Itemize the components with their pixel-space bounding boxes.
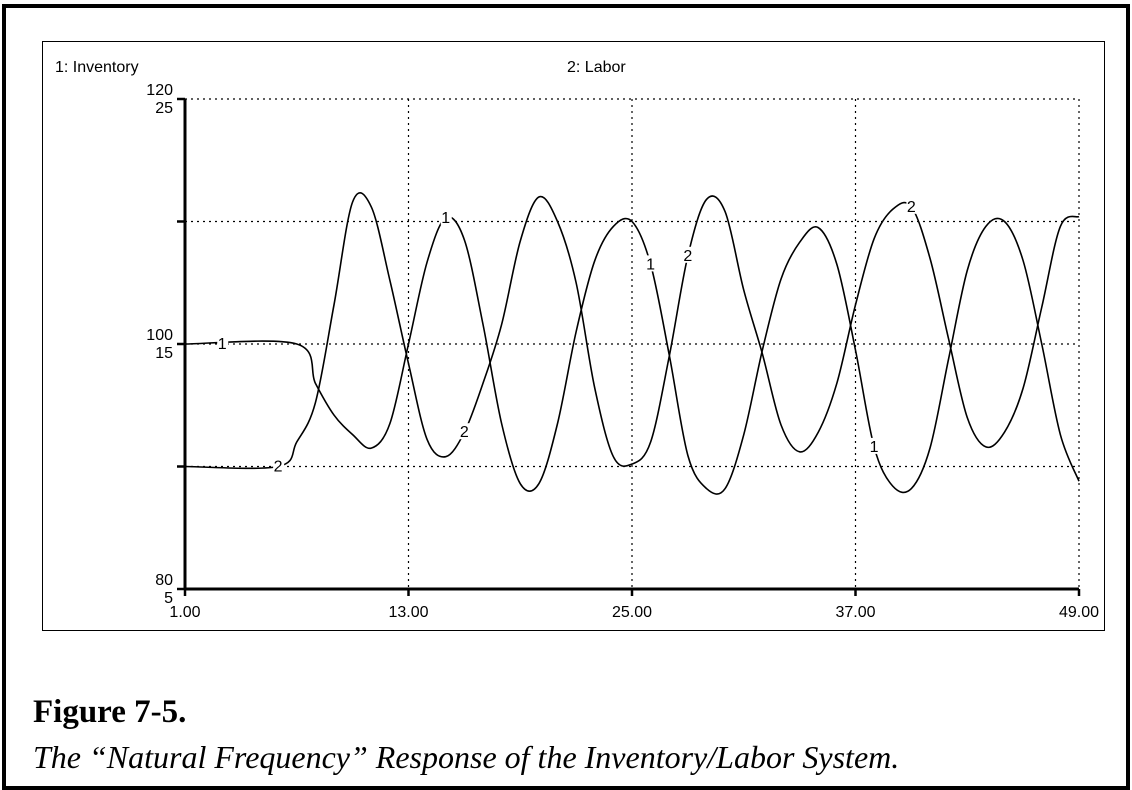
series-marker-labor: 2 — [274, 459, 283, 476]
legend-entry-labor: 2: Labor — [567, 59, 626, 76]
y-tick-label-inventory: 120 — [146, 82, 173, 99]
series-marker-background — [906, 197, 918, 214]
y-tick-label-labor: 15 — [155, 345, 173, 362]
y-tick-label-labor: 25 — [155, 100, 173, 117]
figure-frame: 120 100 80 25 15 5 1.00 13.00 25.00 37.00 49.00 1: … — [2, 4, 1130, 790]
y-tick-label-labor: 5 — [164, 590, 173, 607]
x-tick-label: 49.00 — [1059, 604, 1099, 621]
line-chart: 120 100 80 25 15 51.00 13.00 25.00 37.00 49.00 1: … — [55, 59, 1099, 621]
y-tick-label-inventory: 80 — [155, 572, 173, 589]
series-marker-labor: 2 — [460, 424, 469, 441]
series-marker-labor: 2 — [683, 248, 692, 265]
series-marker-labor: 2 — [907, 199, 916, 216]
legend-entry-inventory: 1: Inventory — [55, 59, 139, 76]
plot-panel: 120 100 80 25 15 5 1.00 13.00 25.00 37.00 49.00 1: … — [42, 41, 1105, 631]
x-tick-label: 25.00 — [612, 604, 652, 621]
figure-number: Figure 7-5. — [33, 694, 187, 730]
series-marker-background — [869, 437, 881, 454]
x-tick-label: 13.00 — [388, 604, 428, 621]
y-tick-label-inventory: 100 — [146, 327, 173, 344]
series-marker-inventory: 1 — [870, 439, 879, 456]
x-tick-label: 1.00 — [169, 604, 200, 621]
series-line-inventory — [184, 216, 1080, 495]
series-marker-background — [440, 208, 452, 225]
series-marker-inventory: 1 — [218, 336, 227, 353]
series-marker-background — [682, 246, 694, 263]
series-marker-background — [459, 423, 471, 440]
series-marker-inventory: 1 — [646, 256, 655, 273]
series-marker-background — [217, 335, 229, 351]
series-marker-inventory: 1 — [441, 210, 450, 227]
series-marker-background — [273, 457, 285, 474]
series-marker-background — [645, 255, 657, 272]
x-tick-label: 37.00 — [835, 604, 875, 621]
series-line-labor — [184, 192, 1080, 470]
figure-title: The “Natural Frequency” Response of the … — [33, 739, 900, 775]
